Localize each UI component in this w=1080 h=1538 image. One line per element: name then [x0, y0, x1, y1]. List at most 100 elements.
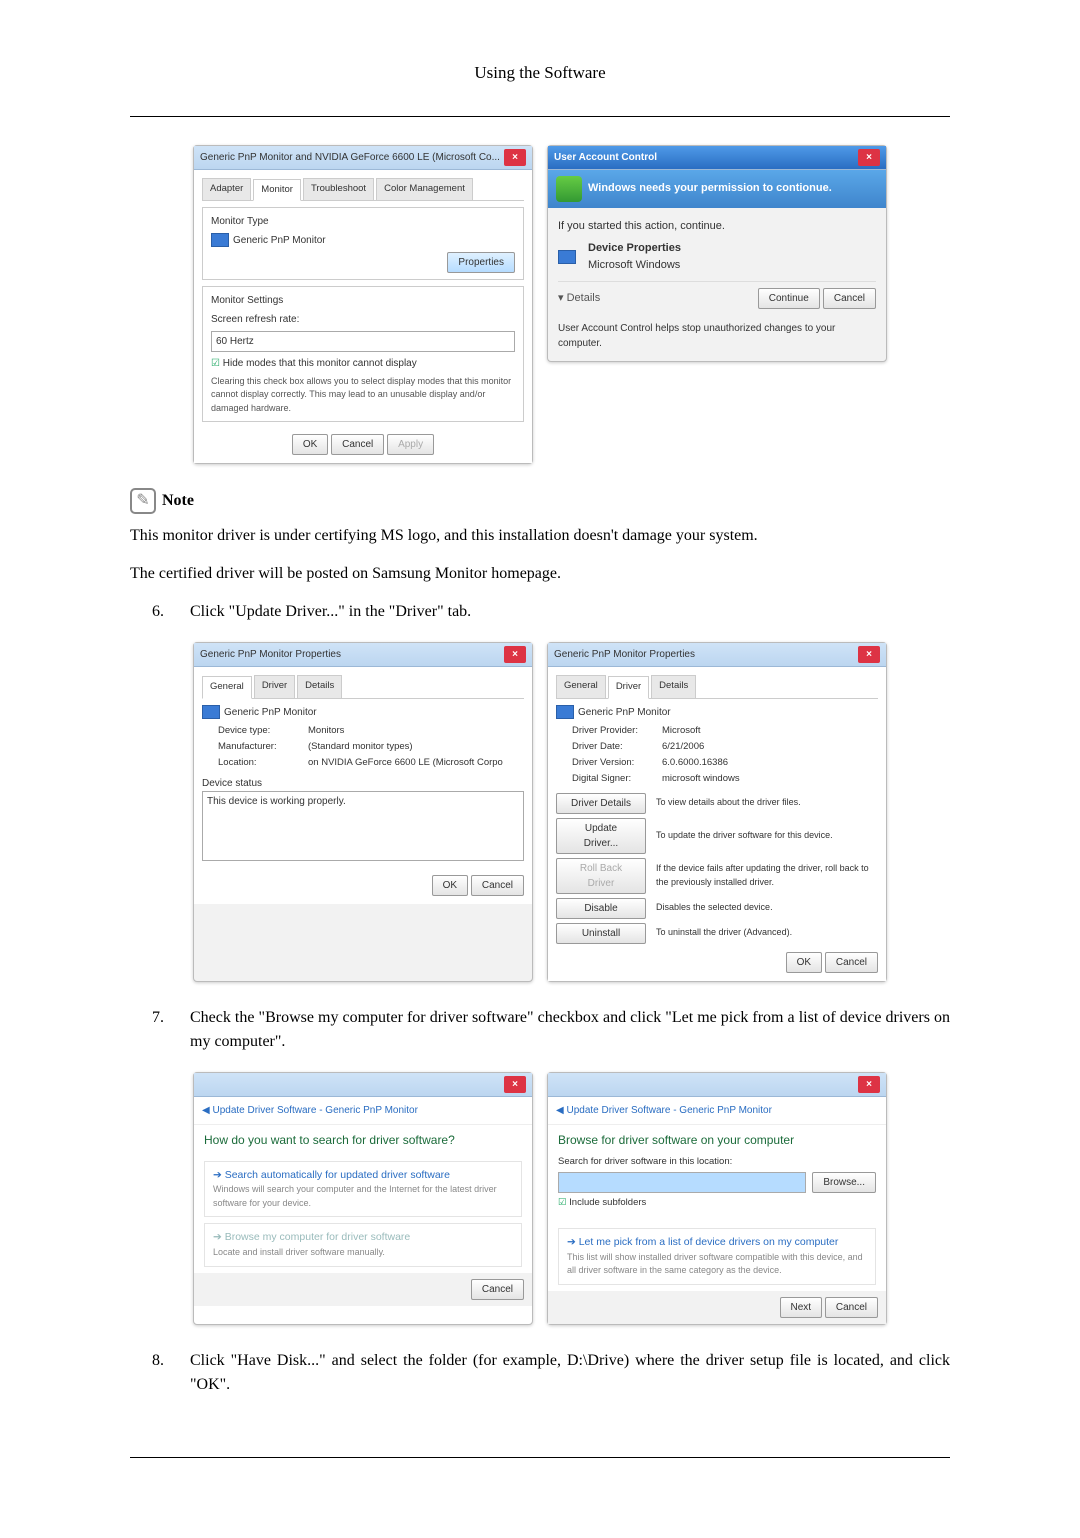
monitor-icon	[202, 705, 220, 719]
refresh-select[interactable]: 60 Hertz	[211, 331, 515, 352]
cancel-button[interactable]: Cancel	[471, 1279, 524, 1300]
update-wizard-left: × ◀ Update Driver Software - Generic PnP…	[193, 1072, 533, 1325]
note-icon: ✎	[130, 488, 156, 514]
ok-button[interactable]: OK	[292, 434, 328, 455]
kv-val: 6.0.6000.16386	[662, 756, 728, 770]
apply-button[interactable]: Apply	[387, 434, 434, 455]
hide-modes-desc: Clearing this check box allows you to se…	[211, 375, 515, 416]
disable-button[interactable]: Disable	[556, 898, 646, 919]
monitor-type-label: Monitor Type	[211, 214, 515, 229]
opt-lead: Search automatically for updated driver …	[225, 1169, 450, 1181]
path-input[interactable]	[558, 1172, 806, 1193]
ok-button[interactable]: OK	[432, 875, 468, 896]
btn-desc: To update the driver software for this d…	[656, 829, 878, 843]
wizard-option-browse[interactable]: ➔ Browse my computer for driver software…	[204, 1223, 522, 1266]
monitor-settings-label: Monitor Settings	[211, 293, 515, 308]
btn-desc: If the device fails after updating the d…	[656, 862, 878, 889]
next-button[interactable]: Next	[780, 1297, 823, 1318]
opt-lead: Let me pick from a list of device driver…	[579, 1236, 839, 1248]
close-icon[interactable]: ×	[504, 646, 526, 663]
tab-driver[interactable]: Driver	[254, 675, 295, 697]
continue-button[interactable]: Continue	[758, 288, 820, 309]
screenshot-row-2: Generic PnP Monitor Properties × General…	[130, 642, 950, 981]
wizard-option-auto[interactable]: ➔ Search automatically for updated drive…	[204, 1161, 522, 1218]
monitor-properties-window: Generic PnP Monitor and NVIDIA GeForce 6…	[193, 145, 533, 465]
update-wizard-right: × ◀ Update Driver Software - Generic PnP…	[547, 1072, 887, 1325]
cancel-button[interactable]: Cancel	[471, 875, 524, 896]
tab-color[interactable]: Color Management	[376, 178, 473, 200]
hide-modes-checkbox[interactable]: Hide modes that this monitor cannot disp…	[211, 356, 515, 371]
tab-details[interactable]: Details	[651, 675, 696, 697]
footer-rule	[130, 1457, 950, 1458]
kv-val: (Standard monitor types)	[308, 740, 413, 754]
kv-val: on NVIDIA GeForce 6600 LE (Microsoft Cor…	[308, 756, 503, 770]
tab-general[interactable]: General	[556, 675, 606, 697]
back-icon[interactable]: ◀	[202, 1105, 210, 1116]
driver-tab-window: Generic PnP Monitor Properties × General…	[547, 642, 887, 981]
cancel-button[interactable]: Cancel	[825, 952, 878, 973]
monitor-settings-group: Monitor Settings Screen refresh rate: 60…	[202, 286, 524, 423]
tab-adapter[interactable]: Adapter	[202, 178, 251, 200]
tab-driver[interactable]: Driver	[608, 676, 649, 698]
wizard-question: How do you want to search for driver sof…	[194, 1125, 532, 1155]
step-6: 6. Click "Update Driver..." in the "Driv…	[152, 600, 950, 624]
screenshot-row-3: × ◀ Update Driver Software - Generic PnP…	[130, 1072, 950, 1325]
kv-val: 6/21/2006	[662, 740, 704, 754]
kv-key: Manufacturer:	[218, 740, 308, 754]
shield-icon	[556, 176, 582, 202]
close-icon[interactable]: ×	[504, 149, 526, 166]
tab-troubleshoot[interactable]: Troubleshoot	[303, 178, 374, 200]
kv-val: microsoft windows	[662, 772, 740, 786]
details-toggle[interactable]: Details	[567, 292, 601, 304]
step-7: 7. Check the "Browse my computer for dri…	[152, 1006, 950, 1054]
device-status-label: Device status	[202, 776, 524, 791]
kv-val: Monitors	[308, 724, 344, 738]
rollback-button[interactable]: Roll Back Driver	[556, 858, 646, 894]
header-rule	[130, 116, 950, 117]
crumb-text: Update Driver Software - Generic PnP Mon…	[212, 1105, 417, 1116]
note-heading: ✎ Note	[130, 488, 950, 514]
tab-details[interactable]: Details	[297, 675, 342, 697]
uac-banner-text: Windows needs your permission to contion…	[588, 180, 832, 197]
note-paragraph-1: This monitor driver is under certifying …	[130, 524, 950, 548]
opt-sub: This list will show installed driver sof…	[567, 1251, 867, 1278]
step-text: Click "Update Driver..." in the "Driver"…	[190, 600, 950, 624]
cancel-button[interactable]: Cancel	[825, 1297, 878, 1318]
btn-desc: To uninstall the driver (Advanced).	[656, 926, 878, 940]
wizard-option-pick[interactable]: ➔ Let me pick from a list of device driv…	[558, 1228, 876, 1285]
step-number: 7.	[152, 1006, 172, 1054]
window-titlebar: Generic PnP Monitor Properties ×	[548, 643, 886, 667]
kv-key: Device type:	[218, 724, 308, 738]
uninstall-button[interactable]: Uninstall	[556, 923, 646, 944]
properties-button[interactable]: Properties	[447, 252, 515, 273]
update-driver-button[interactable]: Update Driver...	[556, 818, 646, 854]
device-status-box: This device is working properly.	[202, 791, 524, 861]
window-title: Generic PnP Monitor Properties	[200, 647, 341, 662]
driver-details-button[interactable]: Driver Details	[556, 793, 646, 814]
uac-started: If you started this action, continue.	[558, 218, 876, 235]
window-titlebar: Generic PnP Monitor Properties ×	[194, 643, 532, 667]
cancel-button[interactable]: Cancel	[331, 434, 384, 455]
btn-desc: To view details about the driver files.	[656, 796, 878, 810]
opt-sub: Locate and install driver software manua…	[213, 1246, 513, 1260]
opt-sub: Windows will search your computer and th…	[213, 1183, 513, 1210]
window-titlebar: Generic PnP Monitor and NVIDIA GeForce 6…	[194, 146, 532, 170]
uac-app: Device Properties	[588, 240, 681, 257]
close-icon[interactable]: ×	[858, 149, 880, 166]
include-subfolders-checkbox[interactable]: Include subfolders	[558, 1196, 876, 1210]
browse-button[interactable]: Browse...	[812, 1172, 876, 1193]
close-icon[interactable]: ×	[858, 646, 880, 663]
tab-general[interactable]: General	[202, 676, 252, 698]
ok-button[interactable]: OK	[786, 952, 822, 973]
step-8: 8. Click "Have Disk..." and select the f…	[152, 1349, 950, 1397]
uac-titlebar: User Account Control ×	[548, 146, 886, 170]
close-icon[interactable]: ×	[504, 1076, 526, 1093]
tab-monitor[interactable]: Monitor	[253, 179, 301, 201]
page-title: Using the Software	[130, 60, 950, 86]
crumb-text: Update Driver Software - Generic PnP Mon…	[566, 1105, 771, 1116]
kv-key: Driver Date:	[572, 740, 662, 754]
cancel-button[interactable]: Cancel	[823, 288, 876, 309]
close-icon[interactable]: ×	[858, 1076, 880, 1093]
monitor-icon	[211, 233, 229, 247]
back-icon[interactable]: ◀	[556, 1105, 564, 1116]
